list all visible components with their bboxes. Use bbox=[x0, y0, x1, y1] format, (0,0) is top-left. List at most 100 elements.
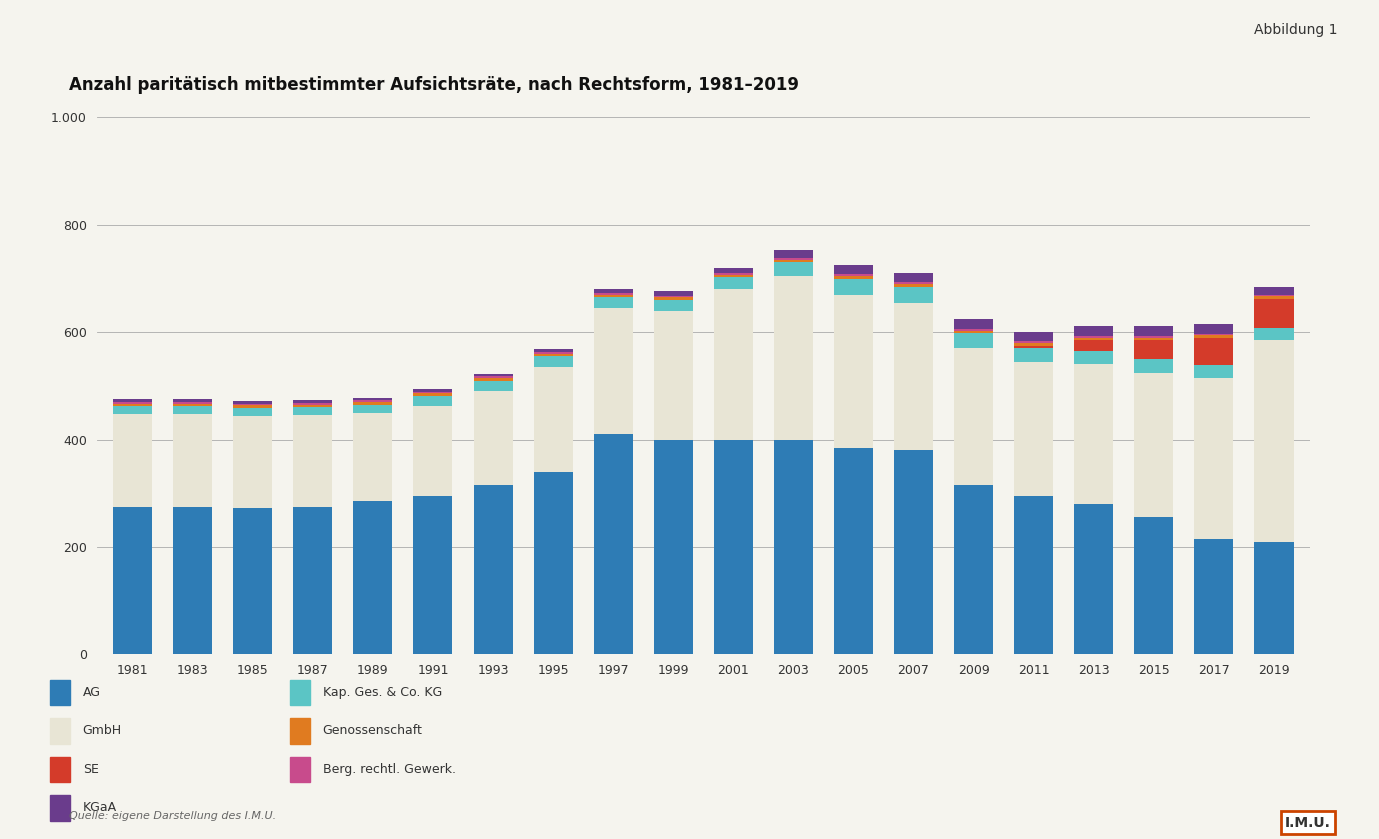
Bar bbox=[290, 718, 310, 744]
Bar bbox=[113, 402, 152, 404]
Bar bbox=[50, 680, 70, 706]
Bar bbox=[534, 349, 572, 352]
Bar bbox=[294, 408, 332, 415]
Bar bbox=[1014, 343, 1054, 346]
Bar bbox=[714, 274, 753, 275]
Bar bbox=[1255, 341, 1294, 542]
Bar bbox=[1014, 348, 1054, 362]
Bar bbox=[1135, 341, 1174, 359]
Bar bbox=[593, 289, 633, 293]
Bar bbox=[774, 260, 814, 263]
Bar bbox=[714, 440, 753, 654]
Bar bbox=[414, 393, 452, 396]
Bar bbox=[113, 404, 152, 406]
Bar bbox=[954, 485, 993, 654]
Text: Abbildung 1: Abbildung 1 bbox=[1254, 23, 1338, 38]
Bar bbox=[654, 440, 692, 654]
Bar bbox=[294, 400, 332, 403]
Bar bbox=[834, 279, 873, 294]
Bar bbox=[414, 396, 452, 406]
Text: Anzahl paritätisch mitbestimmter Aufsichtsräte, nach Rechtsform, 1981–2019: Anzahl paritätisch mitbestimmter Aufsich… bbox=[69, 76, 798, 93]
Bar bbox=[1074, 351, 1113, 364]
Bar bbox=[1194, 539, 1233, 654]
Bar bbox=[534, 354, 572, 357]
Bar bbox=[1255, 299, 1294, 329]
Bar bbox=[774, 440, 814, 654]
Bar bbox=[1194, 338, 1233, 365]
Bar bbox=[414, 392, 452, 393]
Bar bbox=[954, 331, 993, 333]
Bar bbox=[1194, 336, 1233, 338]
Text: Kap. Ges. & Co. KG: Kap. Ges. & Co. KG bbox=[323, 686, 441, 699]
Bar bbox=[353, 413, 393, 502]
Bar bbox=[233, 408, 272, 416]
Bar bbox=[593, 294, 633, 297]
Bar bbox=[174, 507, 212, 654]
Bar bbox=[1255, 296, 1294, 299]
Bar bbox=[233, 404, 272, 405]
Bar bbox=[593, 435, 633, 654]
Text: KGaA: KGaA bbox=[83, 801, 117, 815]
Bar bbox=[1074, 337, 1113, 341]
Bar bbox=[1255, 294, 1294, 296]
Bar bbox=[654, 310, 692, 440]
Bar bbox=[1135, 326, 1174, 336]
Bar bbox=[233, 508, 272, 654]
Bar bbox=[50, 757, 70, 782]
Bar bbox=[894, 273, 934, 282]
Bar bbox=[894, 287, 934, 303]
Bar bbox=[1074, 336, 1113, 337]
Bar bbox=[50, 718, 70, 744]
Text: Quelle: eigene Darstellung des I.M.U.: Quelle: eigene Darstellung des I.M.U. bbox=[69, 811, 276, 821]
Bar bbox=[894, 282, 934, 284]
Bar bbox=[1194, 365, 1233, 378]
Bar bbox=[1014, 362, 1054, 496]
Bar bbox=[113, 414, 152, 507]
Bar bbox=[473, 381, 513, 391]
Bar bbox=[534, 357, 572, 367]
Bar bbox=[294, 404, 332, 408]
Bar bbox=[1135, 373, 1174, 518]
Bar bbox=[113, 406, 152, 414]
Bar bbox=[1135, 337, 1174, 341]
Bar bbox=[954, 329, 993, 331]
Text: SE: SE bbox=[83, 763, 99, 776]
Bar bbox=[353, 402, 393, 404]
Text: Genossenschaft: Genossenschaft bbox=[323, 724, 422, 737]
Bar bbox=[834, 294, 873, 448]
Bar bbox=[954, 348, 993, 485]
Bar bbox=[534, 472, 572, 654]
Bar bbox=[954, 333, 993, 348]
Bar bbox=[113, 399, 152, 402]
Bar bbox=[714, 268, 753, 274]
Bar bbox=[1135, 336, 1174, 337]
Bar bbox=[894, 303, 934, 451]
Bar bbox=[290, 757, 310, 782]
Bar bbox=[353, 404, 393, 413]
Bar bbox=[1014, 496, 1054, 654]
Bar bbox=[654, 295, 692, 297]
Bar bbox=[534, 367, 572, 472]
Bar bbox=[714, 289, 753, 440]
Bar bbox=[714, 275, 753, 278]
Bar bbox=[654, 297, 692, 300]
Bar bbox=[834, 274, 873, 276]
Bar bbox=[174, 414, 212, 507]
Bar bbox=[1194, 324, 1233, 334]
Bar bbox=[414, 406, 452, 496]
Text: Berg. rechtl. Gewerk.: Berg. rechtl. Gewerk. bbox=[323, 763, 455, 776]
Bar bbox=[834, 276, 873, 279]
Bar bbox=[593, 308, 633, 435]
Text: AG: AG bbox=[83, 686, 101, 699]
Bar bbox=[233, 416, 272, 508]
Text: I.M.U.: I.M.U. bbox=[1285, 816, 1331, 830]
Bar bbox=[1074, 341, 1113, 351]
Bar bbox=[353, 398, 393, 400]
Bar bbox=[473, 485, 513, 654]
Text: GmbH: GmbH bbox=[83, 724, 121, 737]
Bar bbox=[1135, 359, 1174, 373]
Bar bbox=[654, 300, 692, 310]
Bar bbox=[174, 399, 212, 402]
Bar bbox=[1074, 504, 1113, 654]
Bar bbox=[1255, 329, 1294, 341]
